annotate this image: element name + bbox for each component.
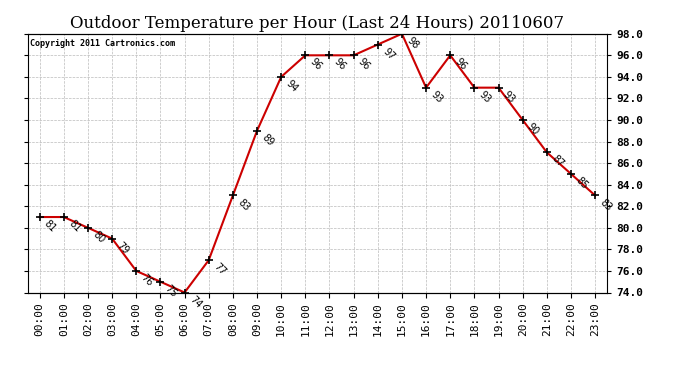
Text: 96: 96 bbox=[308, 57, 324, 72]
Text: 93: 93 bbox=[477, 89, 493, 105]
Text: 96: 96 bbox=[333, 57, 348, 72]
Text: 93: 93 bbox=[429, 89, 444, 105]
Text: 90: 90 bbox=[526, 122, 541, 137]
Text: 85: 85 bbox=[574, 175, 589, 191]
Text: 98: 98 bbox=[405, 35, 420, 51]
Title: Outdoor Temperature per Hour (Last 24 Hours) 20110607: Outdoor Temperature per Hour (Last 24 Ho… bbox=[70, 15, 564, 32]
Text: 74: 74 bbox=[188, 294, 203, 310]
Text: 77: 77 bbox=[212, 261, 228, 278]
Text: 75: 75 bbox=[164, 283, 179, 299]
Text: 97: 97 bbox=[381, 46, 396, 62]
Text: 79: 79 bbox=[115, 240, 130, 256]
Text: 83: 83 bbox=[598, 197, 613, 213]
Text: 89: 89 bbox=[260, 132, 275, 148]
Text: 80: 80 bbox=[91, 229, 106, 245]
Text: 96: 96 bbox=[453, 57, 469, 72]
Text: 96: 96 bbox=[357, 57, 372, 72]
Text: 93: 93 bbox=[502, 89, 517, 105]
Text: 76: 76 bbox=[139, 272, 155, 288]
Text: Copyright 2011 Cartronics.com: Copyright 2011 Cartronics.com bbox=[30, 39, 175, 48]
Text: 81: 81 bbox=[67, 218, 82, 234]
Text: 87: 87 bbox=[550, 154, 565, 170]
Text: 94: 94 bbox=[284, 78, 299, 94]
Text: 83: 83 bbox=[236, 197, 251, 213]
Text: 81: 81 bbox=[43, 218, 58, 234]
